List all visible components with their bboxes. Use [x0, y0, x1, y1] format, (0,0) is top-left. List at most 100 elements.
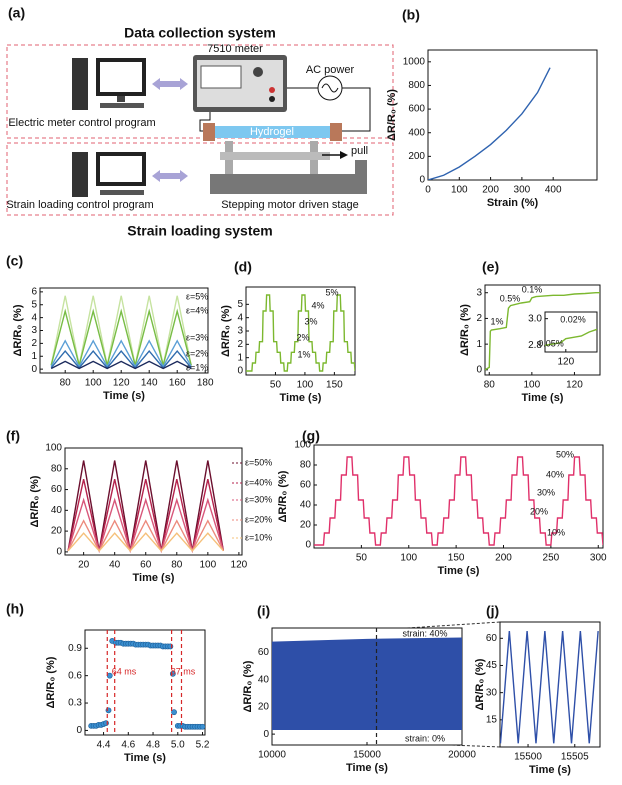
terminal	[269, 87, 275, 93]
panel-label: (e)	[482, 259, 499, 275]
y-tick-label: 80	[51, 463, 63, 474]
plot-data	[272, 637, 462, 731]
x-axis-label: Time (s)	[280, 392, 322, 404]
x-tick-label: 5.2	[196, 740, 210, 751]
plot-frame	[84, 629, 206, 736]
y-axis-label: ΔR/R₀ (%)	[45, 656, 57, 708]
x-tick-label: 400	[545, 185, 562, 196]
diagram-title: Strain loading system	[127, 223, 272, 239]
double-arrow	[152, 78, 188, 90]
crossbar	[220, 152, 330, 160]
sine	[321, 83, 339, 93]
x-tick-label: 15505	[561, 752, 589, 763]
x-tick-label: 150	[326, 380, 343, 391]
data-line	[50, 339, 192, 369]
terminal	[269, 96, 275, 102]
panel-label: (j)	[486, 603, 499, 619]
series-label: ε=30%	[245, 494, 272, 504]
screen	[100, 62, 142, 92]
y-tick-label: 0.3	[68, 698, 82, 709]
plot-frame	[39, 287, 209, 374]
x-axis-label: Time (s)	[438, 565, 480, 577]
panel-label: (f)	[6, 428, 20, 444]
series-label: ε=2%	[186, 348, 208, 358]
y-tick-label: 0	[305, 540, 311, 551]
data-line	[50, 350, 192, 369]
y-tick-label: 60	[258, 647, 270, 658]
annotation: 0.05%	[538, 338, 564, 348]
annotation: 10%	[547, 527, 565, 537]
panel-label: (i)	[257, 603, 270, 619]
meter-label: 7510 meter	[207, 43, 263, 55]
x-axis-label: Time (s)	[133, 572, 175, 584]
y-tick-label: 0	[419, 175, 425, 186]
y-tick-label: 4	[31, 312, 37, 323]
x-tick-label: 160	[169, 378, 186, 389]
ac-label: AC power	[306, 64, 355, 76]
x-tick-label: 0	[425, 185, 431, 196]
chart-panel: 20 40 60 80 100 120 0 20 40 60 80 100 (f) Time (s) ΔR/…	[6, 428, 272, 584]
data-point	[199, 723, 205, 730]
x-tick-label: 50	[270, 380, 282, 391]
y-tick-label: 5	[31, 299, 37, 310]
annotation: 1%	[297, 349, 310, 359]
wire	[342, 87, 371, 132]
y-tick-label: 60	[300, 480, 312, 491]
x-axis-label: Time (s)	[529, 764, 571, 776]
data-line	[246, 294, 355, 372]
x-axis-label: Time (s)	[124, 752, 166, 764]
panel-label: (d)	[234, 259, 252, 275]
data-line	[314, 456, 603, 546]
annotation: 2%	[296, 332, 309, 342]
computer-tower	[72, 152, 88, 197]
y-tick-label: 80	[300, 460, 312, 471]
data-line	[67, 479, 225, 551]
x-tick-label: 300	[514, 185, 531, 196]
plot-data	[545, 328, 597, 347]
panel-label: (c)	[6, 253, 23, 269]
y-tick-label: 20	[300, 520, 312, 531]
y-tick-label: 40	[51, 505, 63, 516]
y-tick-label: 3	[31, 325, 37, 336]
knob	[253, 67, 263, 77]
annotation: strain: 0%	[405, 733, 445, 743]
data-line	[67, 497, 225, 554]
y-axis-label: ΔR/R₀ (%)	[474, 658, 486, 710]
plot-data	[88, 638, 205, 730]
y-tick-label: 15	[486, 714, 498, 725]
setup-diagram: (a) Data collection system Electric mete…	[6, 5, 394, 239]
annotation: 87 ms	[171, 666, 196, 676]
x-axis-label: Time (s)	[522, 392, 564, 404]
x-tick-label: 250	[543, 553, 560, 564]
x-tick-label: 100	[451, 185, 468, 196]
wire	[199, 112, 211, 132]
plot-data	[314, 456, 603, 546]
y-axis-label: ΔR/R₀ (%)	[12, 304, 24, 356]
clamp	[330, 123, 342, 141]
x-tick-label: 15500	[514, 752, 542, 763]
y-tick-label: 5	[237, 299, 243, 310]
y-tick-label: 100	[294, 440, 311, 451]
annotation: 0.02%	[560, 314, 586, 324]
x-tick-label: 40	[109, 560, 121, 571]
annotation: strain: 40%	[402, 628, 447, 638]
x-tick-label: 200	[482, 185, 499, 196]
program-label: Strain loading control program	[6, 199, 153, 211]
data-line	[485, 292, 600, 371]
x-tick-label: 4.4	[97, 740, 111, 751]
plot-data	[50, 295, 192, 370]
x-tick-label: 100	[199, 560, 216, 571]
series-label: ε=10%	[245, 532, 272, 542]
double-arrow	[152, 170, 188, 182]
chart-panel: 10000 15000 20000 0 20 40 60 (i) Time (s) ΔR/R₀ (…	[242, 603, 476, 774]
y-tick-label: 600	[408, 104, 425, 115]
plot-data	[428, 67, 551, 180]
screen	[100, 156, 142, 182]
x-tick-label: 140	[141, 378, 158, 389]
y-tick-label: 800	[408, 80, 425, 91]
x-tick-label: 100	[85, 378, 102, 389]
x-tick-label: 15000	[353, 750, 381, 761]
x-tick-label: 100	[524, 380, 541, 391]
y-tick-label: 3	[237, 326, 243, 337]
